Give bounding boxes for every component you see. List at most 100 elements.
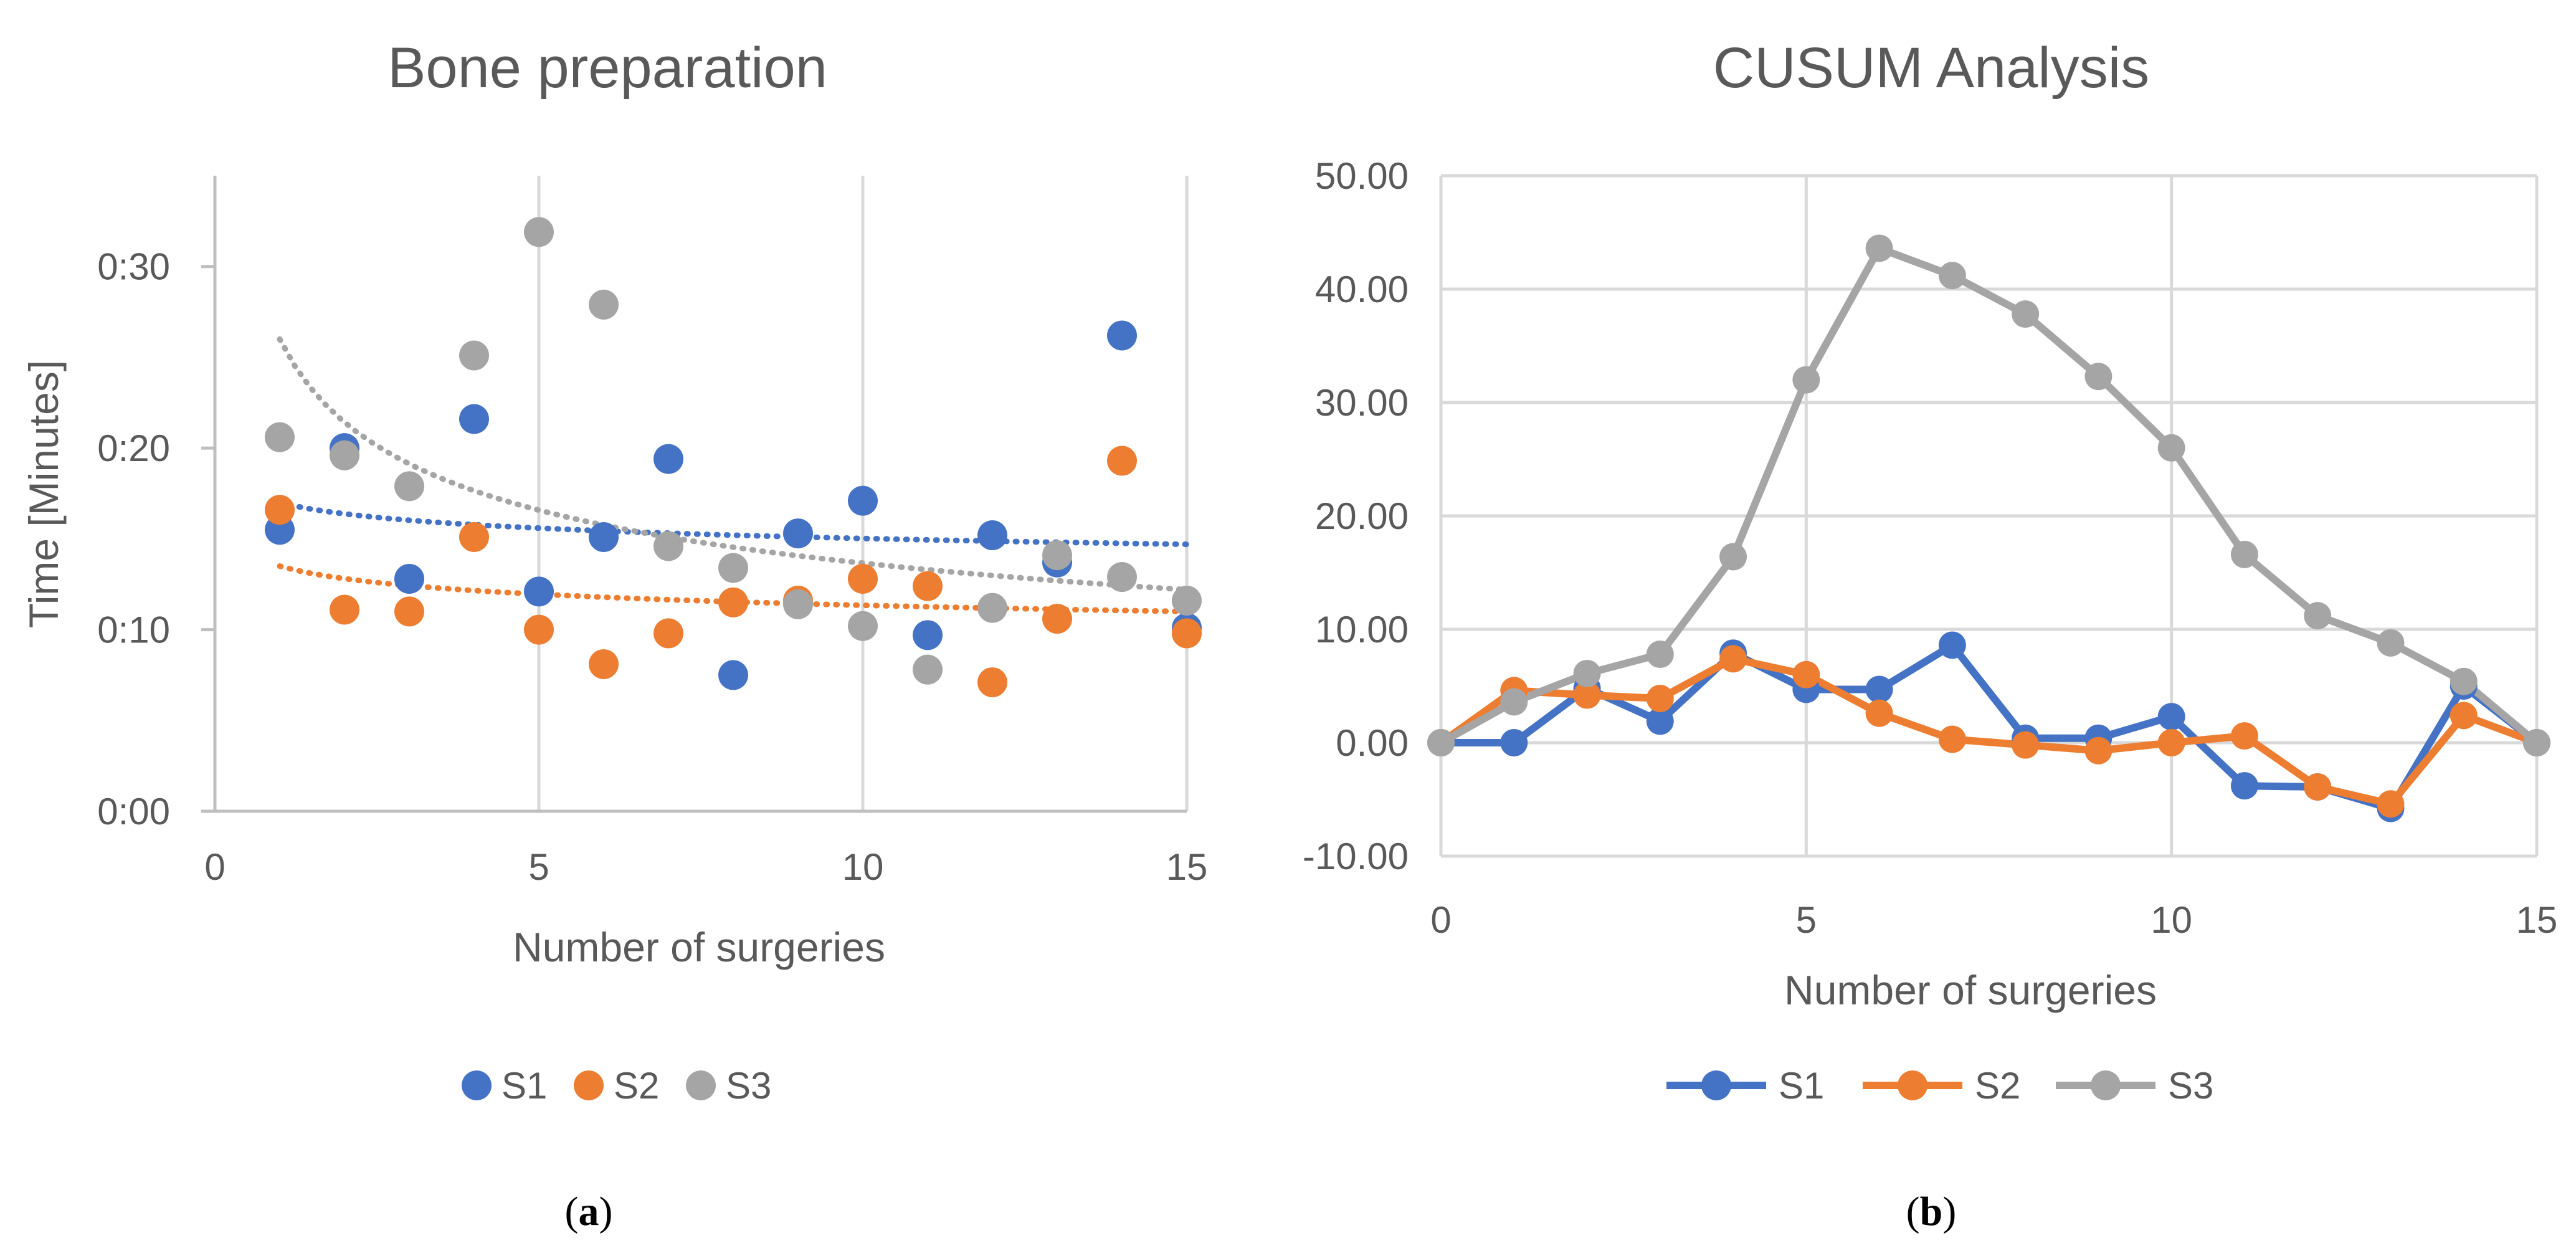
chart-b-ytick-label: -10.00 bbox=[1303, 836, 1409, 877]
chart-b-point-s2 bbox=[1938, 725, 1966, 753]
chart-a-point-s3 bbox=[1107, 562, 1137, 593]
chart-a-point-s1 bbox=[783, 518, 813, 549]
chart-a-point-s1 bbox=[589, 522, 619, 552]
chart-a-legend-label: S1 bbox=[501, 1065, 547, 1107]
chart-a-ytick-label: 0:00 bbox=[97, 791, 170, 832]
chart-b-point-s1 bbox=[2230, 772, 2258, 800]
chart-b-point-s3 bbox=[1646, 641, 1674, 669]
chart-a-point-s3 bbox=[913, 654, 943, 685]
chart-b-point-s3 bbox=[1500, 688, 1528, 716]
chart-a-point-s3 bbox=[459, 340, 489, 371]
chart-b-point-s2 bbox=[1573, 681, 1601, 709]
chart-a-point-s3 bbox=[848, 611, 878, 641]
chart-b-line-s2 bbox=[1438, 655, 2539, 808]
chart-a-point-s2 bbox=[265, 495, 295, 525]
chart-b-point-s3 bbox=[2157, 434, 2185, 462]
chart-b-point-s3 bbox=[2304, 602, 2332, 630]
chart-b-point-s3 bbox=[1573, 659, 1601, 687]
chart-b-legend: S1 S2 S3 bbox=[1666, 1065, 2213, 1107]
chart-a-point-s2 bbox=[1042, 604, 1072, 634]
chart-cusum-analysis: CUSUM Analysis -10.00 0.00 10.00 20.00 30.00… bbox=[1303, 36, 2558, 1234]
chart-a-ytick-label: 0:30 bbox=[97, 246, 170, 288]
chart-a-xtick-label: 5 bbox=[528, 846, 549, 888]
chart-a-point-s2 bbox=[459, 522, 489, 552]
chart-a-legend-marker-s2 bbox=[574, 1070, 604, 1100]
chart-a-point-s1 bbox=[1107, 320, 1137, 351]
chart-b-point-s2 bbox=[2157, 729, 2185, 756]
chart-a-ytick-label: 0:10 bbox=[97, 609, 170, 651]
chart-a-legend-label: S2 bbox=[614, 1065, 659, 1107]
chart-a-point-s1 bbox=[718, 660, 748, 690]
chart-b-legend-label: S1 bbox=[1779, 1065, 1824, 1107]
chart-bone-preparation: Bone preparation 0 5 10 150:000:100:200:30 … bbox=[21, 36, 1207, 1234]
chart-a-point-s2 bbox=[330, 594, 359, 625]
chart-a-point-s3 bbox=[654, 531, 683, 561]
chart-a-point-s1 bbox=[848, 485, 878, 516]
chart-b-ytick-label: 30.00 bbox=[1315, 382, 1409, 424]
chart-a-xlabel: Number of surgeries bbox=[513, 924, 885, 970]
chart-a-ytick-label: 0:20 bbox=[97, 427, 170, 469]
chart-b-point-s3 bbox=[2230, 540, 2258, 568]
chart-b-xtick-label: 10 bbox=[2151, 899, 2192, 941]
chart-b-caption: (b) bbox=[1906, 1189, 1957, 1234]
chart-b-point-s2 bbox=[1865, 699, 1893, 727]
chart-b-line-s3 bbox=[1439, 244, 2539, 746]
chart-b-point-s3 bbox=[1865, 234, 1893, 262]
chart-a-point-s2 bbox=[524, 614, 554, 645]
chart-a-legend-marker-s1 bbox=[462, 1070, 492, 1100]
chart-b-legend-label: S2 bbox=[1975, 1065, 2020, 1107]
chart-b-xtick-label: 5 bbox=[1796, 899, 1817, 941]
chart-b-ytick-label: 20.00 bbox=[1315, 495, 1409, 537]
chart-a-point-s2 bbox=[1172, 618, 1202, 649]
chart-b-point-s3 bbox=[2084, 363, 2113, 391]
chart-b-point-s2 bbox=[1646, 685, 1674, 713]
chart-b-ytick-label: 40.00 bbox=[1315, 269, 1409, 310]
chart-b-point-s3 bbox=[2450, 667, 2478, 695]
chart-b-title: CUSUM Analysis bbox=[1713, 36, 2149, 100]
chart-b-point-s1 bbox=[1646, 707, 1674, 735]
chart-a-caption: (a) bbox=[565, 1189, 613, 1234]
chart-b-legend-marker-s2 bbox=[1898, 1070, 1927, 1100]
chart-a-legend-marker-s3 bbox=[686, 1070, 716, 1100]
chart-b-ytick-label: 50.00 bbox=[1315, 155, 1409, 197]
chart-b-point-s3 bbox=[1719, 543, 1747, 571]
chart-a-point-s1 bbox=[459, 404, 489, 434]
chart-b-point-s3 bbox=[2523, 729, 2550, 756]
chart-a-point-s2 bbox=[977, 667, 1007, 698]
chart-b-point-s3 bbox=[2377, 629, 2405, 657]
chart-b-point-s2 bbox=[2084, 736, 2113, 765]
chart-a-point-s2 bbox=[654, 618, 683, 649]
chart-a-point-s3 bbox=[265, 422, 295, 452]
chart-a-point-s3 bbox=[977, 593, 1007, 623]
chart-b-point-s3 bbox=[1938, 262, 1966, 290]
chart-a-title: Bone preparation bbox=[387, 36, 827, 100]
chart-b-point-s2 bbox=[1792, 660, 1820, 689]
chart-b-point-s2 bbox=[2012, 731, 2040, 759]
chart-b-legend-marker-s1 bbox=[1701, 1070, 1731, 1100]
chart-b-xtick-label: 15 bbox=[2516, 899, 2558, 941]
chart-b-point-s2 bbox=[2377, 790, 2405, 818]
chart-a-point-s2 bbox=[718, 587, 748, 617]
chart-b-ytick-label: 0.00 bbox=[1336, 722, 1409, 764]
chart-a-legend: S1 S2 S3 bbox=[462, 1065, 771, 1107]
chart-a-point-s1 bbox=[394, 563, 424, 594]
chart-a-trendline-s2 bbox=[277, 563, 1190, 614]
chart-b-point-s2 bbox=[2450, 702, 2478, 730]
chart-a-ylabel: Time [Minutes] bbox=[21, 360, 67, 628]
chart-a-trendline-s1 bbox=[277, 500, 1190, 548]
chart-a-point-s2 bbox=[848, 563, 878, 594]
chart-a-xtick-label: 0 bbox=[204, 846, 225, 888]
chart-a-point-s1 bbox=[913, 620, 943, 650]
chart-a-point-s3 bbox=[394, 471, 424, 502]
chart-a-point-s2 bbox=[1107, 446, 1137, 476]
chart-b-point-s1 bbox=[1500, 729, 1528, 756]
chart-b-point-s2 bbox=[2304, 773, 2332, 801]
chart-a-point-s3 bbox=[718, 553, 748, 583]
chart-b-point-s3 bbox=[1792, 366, 1820, 394]
chart-a-point-s3 bbox=[330, 440, 359, 470]
chart-a-point-s1 bbox=[524, 576, 554, 607]
chart-b-legend-marker-s3 bbox=[2091, 1070, 2121, 1100]
chart-a-xtick-label: 15 bbox=[1166, 846, 1208, 888]
chart-b-point-s2 bbox=[1719, 645, 1747, 673]
